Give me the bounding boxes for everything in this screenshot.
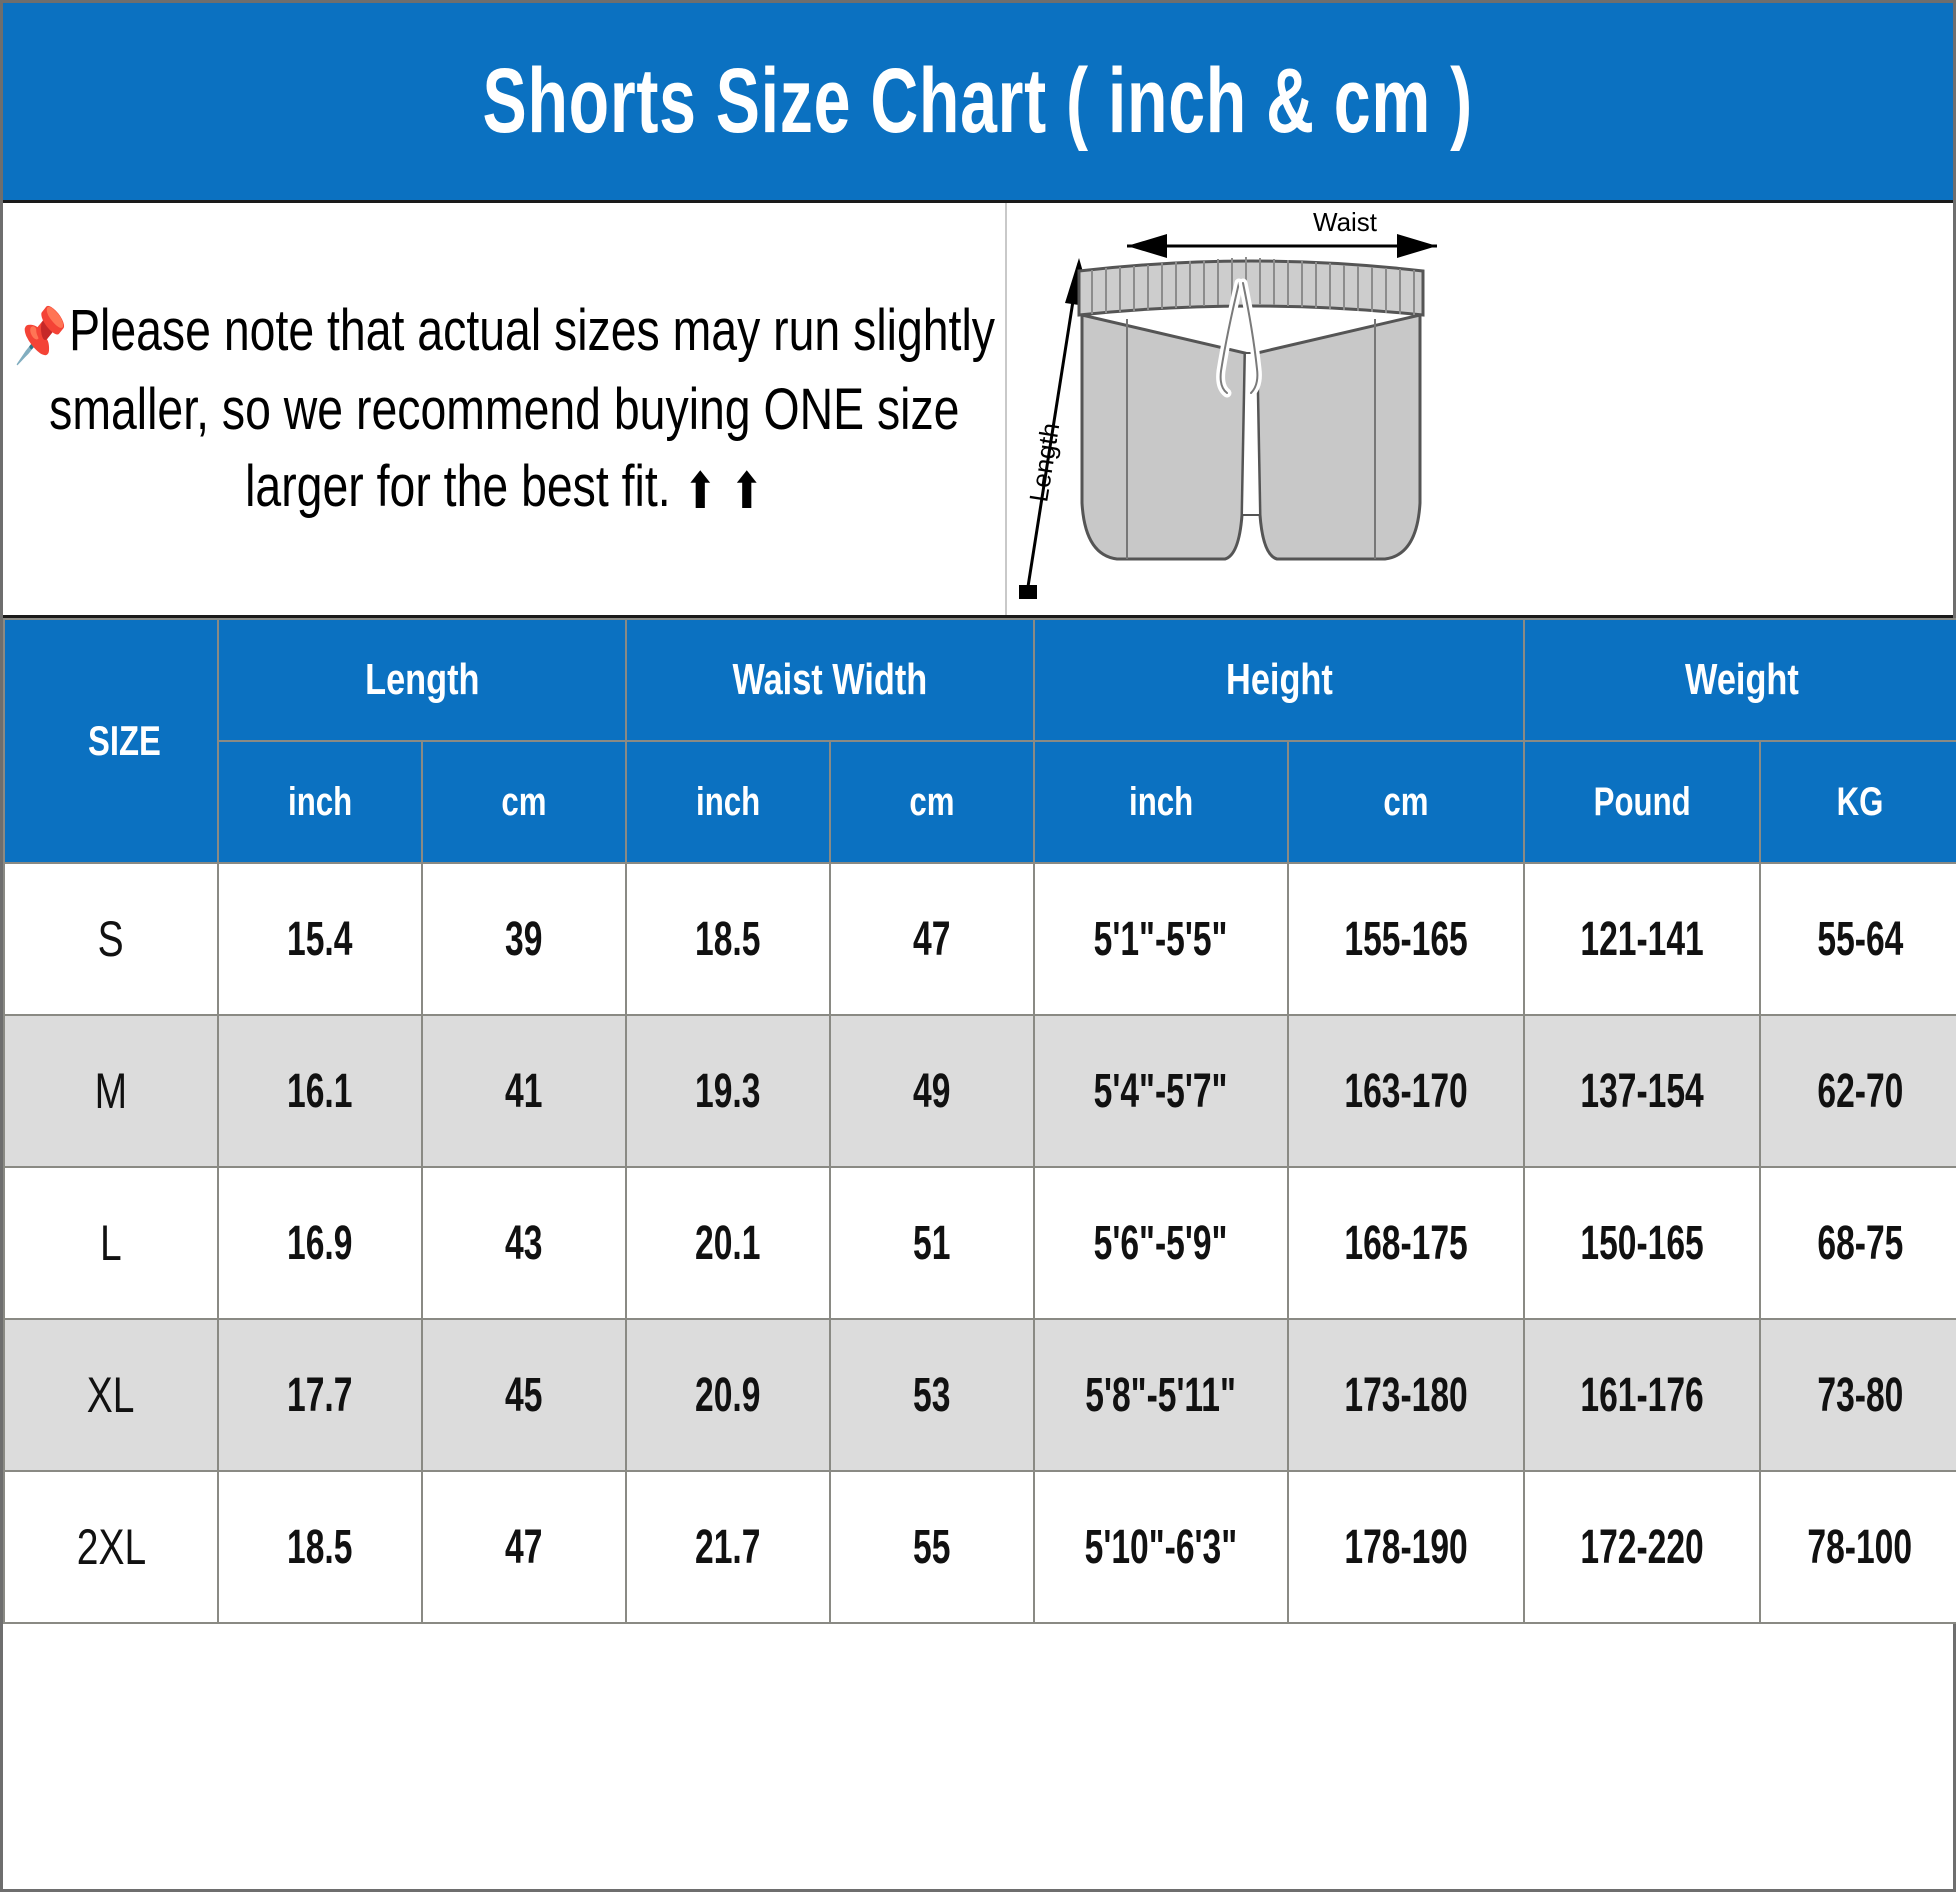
cell-height-cm: 155-165 [1287, 862, 1526, 1016]
cell-waist-inch: 18.5 [625, 862, 832, 1016]
page-title: Shorts Size Chart ( inch & cm ) [482, 50, 1474, 152]
header-unit-length-cm: cm [420, 740, 628, 864]
cell-height-cm: 168-175 [1287, 1166, 1526, 1320]
cell-height-cm: 173-180 [1287, 1318, 1526, 1472]
shorts-illustration-svg: Waist Length [1019, 207, 1437, 599]
pushpin-icon: 📌 [13, 305, 68, 366]
header-unit-weight-kg: KG [1759, 740, 1956, 864]
cell-weight-pound: 137-154 [1523, 1014, 1762, 1168]
waist-arrow-head-right [1397, 234, 1437, 258]
cell-weight-kg: 55-64 [1759, 862, 1956, 1016]
arrow-up-icon-1: ⬆ [683, 462, 717, 519]
header-unit-waist-cm: cm [829, 740, 1036, 864]
row-size-label: S [3, 862, 219, 1016]
cell-weight-kg: 62-70 [1759, 1014, 1956, 1168]
cell-waist-cm: 53 [829, 1318, 1036, 1472]
header-unit-length-inch: inch [217, 740, 423, 864]
cell-waist-cm: 49 [829, 1014, 1036, 1168]
note-line-2: smaller, so we recommend buying ONE size [48, 377, 960, 443]
cell-waist-cm: 51 [829, 1166, 1036, 1320]
header-group-length: Length [216, 618, 628, 742]
header-unit-waist-inch: inch [625, 740, 832, 864]
cell-length-inch: 17.7 [217, 1318, 423, 1472]
note-cell: 📌Please note that actual sizes may run s… [3, 203, 1007, 615]
info-band: 📌Please note that actual sizes may run s… [3, 203, 1953, 618]
header-group-height: Height [1033, 618, 1526, 742]
table-row: XL 17.7 45 20.9 53 5'8"-5'11" 173-180 16… [3, 1318, 1956, 1472]
cell-weight-kg: 73-80 [1759, 1318, 1956, 1472]
title-banner: Shorts Size Chart ( inch & cm ) [3, 3, 1953, 203]
cell-waist-inch: 20.1 [625, 1166, 832, 1320]
table-row: 2XL 18.5 47 21.7 55 5'10"-6'3" 178-190 1… [3, 1470, 1956, 1624]
cell-length-inch: 18.5 [217, 1470, 423, 1624]
table-unit-header-row: inch cm inch cm inch cm Pound KG [4, 740, 1956, 864]
cell-waist-inch: 20.9 [625, 1318, 832, 1472]
drawstring-right-outline [1242, 282, 1259, 394]
cell-waist-inch: 21.7 [625, 1470, 832, 1624]
cell-length-inch: 15.4 [217, 862, 423, 1016]
drawstring-left-outline [1219, 282, 1240, 394]
table-row: M 16.1 41 19.3 49 5'4"-5'7" 163-170 137-… [3, 1014, 1956, 1168]
shorts-diagram: Waist Length [1007, 203, 1953, 615]
shorts-left-leg [1080, 313, 1247, 561]
cell-waist-cm: 47 [829, 862, 1036, 1016]
cell-weight-pound: 172-220 [1523, 1470, 1762, 1624]
cell-weight-pound: 121-141 [1523, 862, 1762, 1016]
cell-height-inch: 5'8"-5'11" [1033, 1318, 1290, 1472]
cell-length-cm: 39 [420, 862, 628, 1016]
note-line-1: Please note that actual sizes may run sl… [68, 297, 995, 363]
waist-label: Waist [1313, 207, 1378, 237]
shorts-right-leg [1255, 313, 1422, 561]
row-size-label: L [3, 1166, 219, 1320]
shorts-body [1077, 257, 1425, 561]
cell-height-inch: 5'6"-5'9" [1033, 1166, 1290, 1320]
header-size: SIZE [3, 618, 219, 864]
cell-length-inch: 16.1 [217, 1014, 423, 1168]
header-unit-height-inch: inch [1033, 740, 1290, 864]
header-group-weight: Weight [1523, 618, 1956, 742]
length-label: Length [1023, 421, 1065, 504]
cell-length-cm: 43 [420, 1166, 628, 1320]
table-row: S 15.4 39 18.5 47 5'1"-5'5" 155-165 121-… [3, 862, 1956, 1016]
length-arrow-foot [1019, 585, 1037, 599]
row-size-label: M [3, 1014, 219, 1168]
cell-length-cm: 45 [420, 1318, 628, 1472]
cell-height-inch: 5'10"-6'3" [1033, 1470, 1290, 1624]
cell-weight-kg: 68-75 [1759, 1166, 1956, 1320]
table-row: L 16.9 43 20.1 51 5'6"-5'9" 168-175 150-… [3, 1166, 1956, 1320]
table-group-header-row: SIZE Length Waist Width Height Weight [3, 618, 1956, 864]
note-line-3: larger for the best fit. [244, 453, 671, 519]
row-size-label: XL [3, 1318, 219, 1472]
cell-height-cm: 178-190 [1287, 1470, 1526, 1624]
cell-height-inch: 5'4"-5'7" [1033, 1014, 1290, 1168]
cell-length-cm: 47 [420, 1470, 628, 1624]
header-group-waist-width: Waist Width [625, 618, 1036, 742]
length-dimension-arrow [1025, 262, 1081, 594]
waist-arrow-head-left [1127, 234, 1167, 258]
cell-height-inch: 5'1"-5'5" [1033, 862, 1290, 1016]
cell-weight-kg: 78-100 [1759, 1470, 1956, 1624]
cell-height-cm: 163-170 [1287, 1014, 1526, 1168]
cell-length-inch: 16.9 [217, 1166, 423, 1320]
cell-waist-cm: 55 [829, 1470, 1036, 1624]
size-chart-table: SIZE Length Waist Width Height Weight in… [3, 618, 1956, 1624]
cell-waist-inch: 19.3 [625, 1014, 832, 1168]
cell-weight-pound: 150-165 [1523, 1166, 1762, 1320]
table-body: S 15.4 39 18.5 47 5'1"-5'5" 155-165 121-… [3, 862, 1956, 1624]
row-size-label: 2XL [3, 1470, 219, 1624]
arrow-up-icon-2: ⬆ [729, 462, 764, 519]
cell-length-cm: 41 [420, 1014, 628, 1168]
header-unit-weight-pound: Pound [1523, 740, 1762, 864]
header-unit-height-cm: cm [1287, 740, 1526, 864]
cell-weight-pound: 161-176 [1523, 1318, 1762, 1472]
note-text: 📌Please note that actual sizes may run s… [13, 293, 994, 525]
